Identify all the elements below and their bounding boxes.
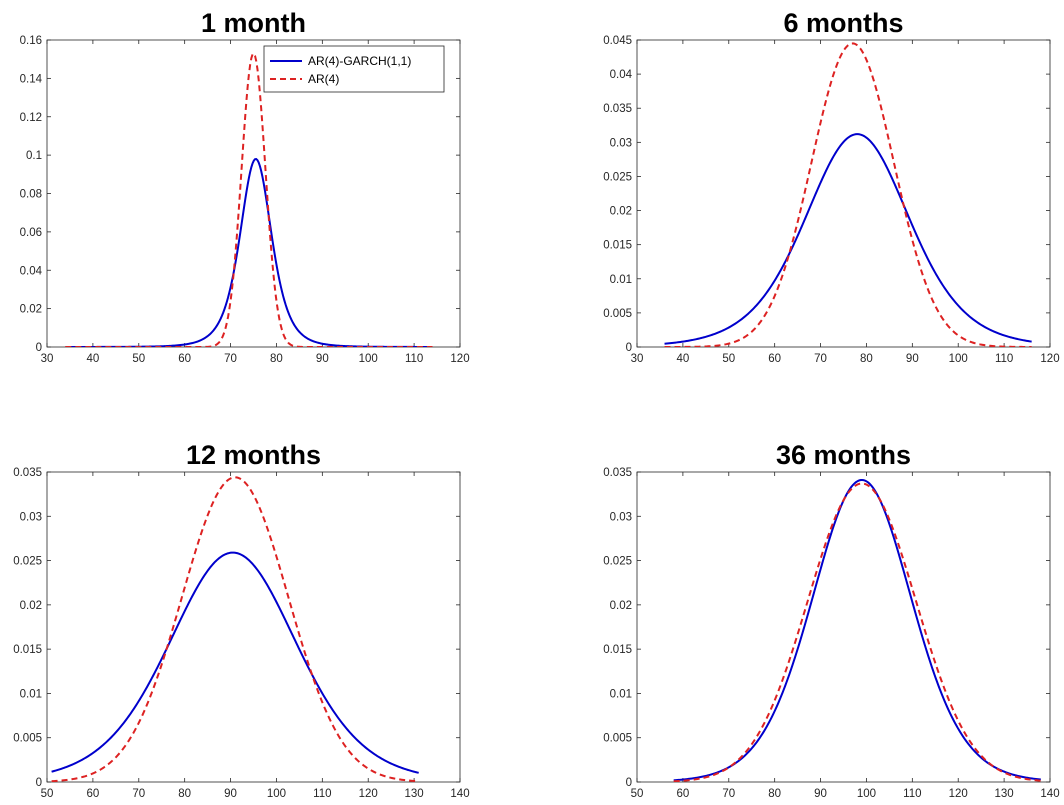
x-tick-label: 40 [676, 353, 689, 365]
panel-3: 12 months 50 60 70 80 90 100 110 120 130 140 0 0.005… [13, 440, 469, 800]
x-tick-label: 90 [906, 353, 919, 365]
y-tick-label: 0.02 [20, 600, 42, 612]
x-tick-label: 110 [995, 353, 1013, 365]
y-tick-label: 0.015 [13, 644, 42, 656]
x-tick-label: 70 [814, 353, 827, 365]
series-line-ar [65, 52, 433, 347]
x-tick-label: 120 [450, 353, 469, 365]
legend: AR(4)-GARCH(1,1) AR(4) [263, 45, 445, 93]
y-tick-label: 0.04 [20, 265, 43, 277]
legend-label: AR(4) [308, 72, 339, 86]
axes-box [636, 39, 1051, 348]
x-tick-label: 100 [267, 788, 286, 800]
legend-box [263, 45, 445, 93]
y-tick-label: 0.14 [20, 73, 43, 85]
x-tick-label: 70 [132, 788, 145, 800]
x-tick-label: 110 [903, 788, 921, 800]
y-tick-label: 0.045 [603, 35, 632, 47]
y-tick-label: 0.1 [26, 150, 42, 162]
x-tick-label: 80 [270, 353, 283, 365]
y-tick-label: 0.015 [603, 644, 632, 656]
panel-2: 6 months 30 40 50 60 70 80 90 100 110 120 0 0.005 0.0… [603, 8, 1059, 365]
y-tick-label: 0 [36, 342, 42, 354]
y-tick-label: 0.03 [610, 137, 632, 149]
x-tick-label: 90 [316, 353, 329, 365]
y-tick-label: 0.12 [20, 112, 42, 124]
x-tick-label: 30 [631, 353, 644, 365]
y-tick-label: 0.035 [13, 467, 42, 479]
panel-4: 36 months 50 60 70 80 90 100 110 120 130 140 0 0.005… [603, 440, 1059, 800]
panel-1: 1 month 30 40 50 60 70 80 90 100 110 120 0 0.02 0.04 0… [20, 8, 470, 365]
x-tick-label: 50 [41, 788, 54, 800]
x-tick-label: 110 [405, 353, 423, 365]
panel-title: 12 months [186, 440, 321, 470]
y-tick-label: 0.03 [610, 511, 632, 523]
x-tick-label: 40 [86, 353, 99, 365]
x-tick-label: 110 [313, 788, 331, 800]
series-line-ar [664, 42, 1032, 347]
y-tick-label: 0.005 [603, 308, 632, 320]
y-tick-label: 0.04 [610, 69, 633, 81]
x-tick-label: 100 [857, 788, 876, 800]
x-tick-label: 80 [178, 788, 191, 800]
series-line-garch [51, 551, 419, 774]
y-tick-label: 0.005 [13, 733, 42, 745]
y-tick-label: 0.02 [610, 206, 632, 218]
y-tick-label: 0.02 [610, 600, 632, 612]
panel-title: 1 month [201, 8, 306, 38]
axes-box [46, 471, 461, 783]
y-tick-label: 0.025 [13, 556, 42, 568]
x-tick-label: 130 [405, 788, 424, 800]
x-tick-label: 120 [949, 788, 968, 800]
x-tick-label: 90 [224, 788, 237, 800]
y-tick-label: 0 [626, 777, 632, 789]
y-tick-label: 0.01 [610, 688, 632, 700]
x-tick-label: 70 [722, 788, 735, 800]
y-tick-label: 0.02 [20, 304, 42, 316]
series-line-ar [51, 476, 419, 782]
x-tick-label: 90 [814, 788, 827, 800]
x-tick-label: 140 [1040, 788, 1059, 800]
x-tick-label: 60 [676, 788, 689, 800]
y-tick-label: 0.16 [20, 35, 42, 47]
y-tick-label: 0.08 [20, 189, 42, 201]
x-tick-label: 50 [132, 353, 145, 365]
series-line-garch [664, 133, 1032, 345]
x-tick-label: 30 [41, 353, 54, 365]
x-tick-label: 80 [860, 353, 873, 365]
y-tick-label: 0.06 [20, 227, 42, 239]
x-tick-label: 140 [450, 788, 469, 800]
panel-title: 36 months [776, 440, 911, 470]
x-tick-label: 80 [768, 788, 781, 800]
x-tick-label: 70 [224, 353, 237, 365]
x-tick-label: 120 [359, 788, 378, 800]
y-tick-label: 0.005 [603, 733, 632, 745]
series-line-ar [673, 482, 1041, 782]
x-tick-label: 50 [722, 353, 735, 365]
y-tick-label: 0.025 [603, 556, 632, 568]
y-tick-label: 0.015 [603, 240, 632, 252]
y-tick-label: 0.03 [20, 511, 42, 523]
y-tick-label: 0.025 [603, 171, 632, 183]
y-tick-label: 0.035 [603, 103, 632, 115]
panel-title: 6 months [783, 8, 903, 38]
x-tick-label: 100 [949, 353, 968, 365]
y-tick-label: 0 [626, 342, 632, 354]
legend-label: AR(4)-GARCH(1,1) [308, 54, 411, 68]
y-tick-label: 0.01 [20, 688, 42, 700]
y-tick-label: 0 [36, 777, 42, 789]
x-tick-label: 60 [178, 353, 191, 365]
y-tick-label: 0.01 [610, 274, 632, 286]
x-tick-label: 60 [86, 788, 99, 800]
x-tick-label: 100 [359, 353, 378, 365]
x-tick-label: 130 [995, 788, 1014, 800]
axes-box [636, 471, 1051, 783]
y-tick-label: 0.035 [603, 467, 632, 479]
x-tick-label: 50 [631, 788, 644, 800]
x-tick-label: 120 [1040, 353, 1059, 365]
x-tick-label: 60 [768, 353, 781, 365]
